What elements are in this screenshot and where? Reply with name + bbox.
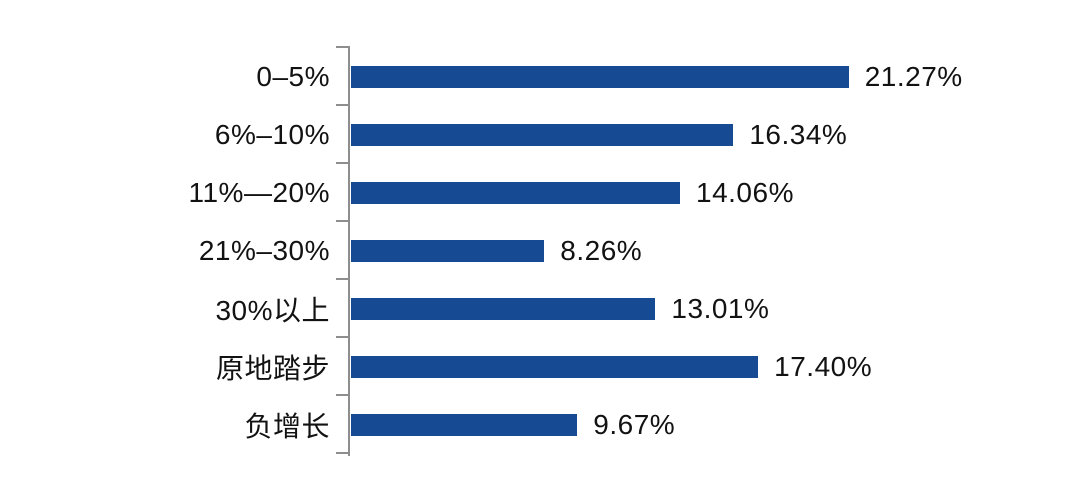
bar — [351, 182, 680, 204]
bar-row: 17.40% — [351, 338, 963, 396]
value-label: 13.01% — [671, 293, 770, 324]
bar — [351, 124, 734, 146]
category-label: 11%—20% — [188, 177, 330, 208]
bar — [351, 356, 759, 378]
axis-tick — [336, 336, 348, 338]
category-label: 6%–10% — [214, 119, 330, 150]
value-label: 9.67% — [593, 409, 676, 440]
bar-row: 21.27% — [351, 48, 963, 106]
axis-tick — [336, 452, 348, 454]
category-label: 0–5% — [256, 61, 330, 92]
category-label: 负增长 — [244, 411, 330, 442]
bar-row: 13.01% — [351, 280, 963, 338]
value-label: 14.06% — [696, 177, 794, 208]
bar — [351, 414, 578, 436]
category-label: 30%以上 — [215, 295, 330, 326]
axis-tick — [336, 394, 348, 396]
value-label: 17.40% — [774, 351, 873, 382]
category-axis-labels: 0–5% 6%–10% 11%—20% 21%–30% 30%以上原地踏步负增长 — [0, 48, 330, 454]
bar-row: 9.67% — [351, 396, 963, 454]
value-label: 16.34% — [749, 119, 848, 150]
axis-tick — [336, 278, 348, 280]
category-label: 21%–30% — [198, 235, 330, 266]
axis-tick — [336, 162, 348, 164]
category-label: 原地踏步 — [215, 353, 330, 384]
bar — [351, 66, 849, 88]
bar-row: 8.26% — [351, 222, 963, 280]
bar-row: 14.06% — [351, 164, 963, 222]
axis-tick — [336, 46, 348, 48]
bar — [351, 298, 656, 320]
axis-tick — [336, 220, 348, 222]
bar-rows: 21.27% 16.34% 14.06% 8.26% 13.01% 17.40% 9.67% — [351, 48, 963, 454]
value-label: 8.26% — [560, 235, 643, 266]
axis-tick — [336, 104, 348, 106]
value-label: 21.27% — [864, 61, 963, 92]
y-axis-line — [348, 46, 350, 456]
bar — [351, 240, 545, 262]
bar-row: 16.34% — [351, 106, 963, 164]
